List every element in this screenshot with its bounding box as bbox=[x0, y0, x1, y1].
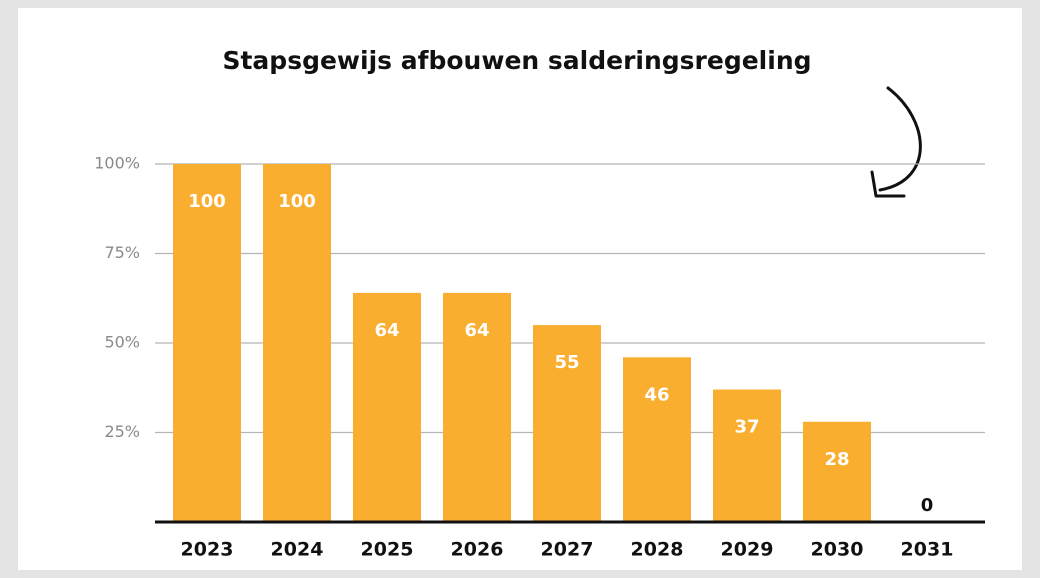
x-tick-label: 2027 bbox=[541, 539, 594, 561]
x-tick-label: 2026 bbox=[451, 539, 504, 561]
bar bbox=[263, 164, 331, 522]
y-tick-label: 100% bbox=[94, 154, 140, 173]
x-tick-label: 2024 bbox=[271, 539, 324, 561]
y-tick-label: 50% bbox=[104, 333, 140, 352]
bar bbox=[443, 292, 511, 522]
data-label: 46 bbox=[644, 384, 669, 405]
y-tick-label: 75% bbox=[104, 243, 140, 262]
data-label: 64 bbox=[374, 320, 399, 341]
bar bbox=[713, 389, 781, 522]
bar bbox=[533, 325, 601, 522]
arrow-head bbox=[870, 170, 906, 198]
bar bbox=[173, 164, 241, 522]
bar bbox=[623, 357, 691, 522]
data-label: 100 bbox=[188, 191, 226, 212]
data-label: 55 bbox=[554, 352, 579, 373]
x-tick-label: 2031 bbox=[901, 539, 954, 561]
data-label: 37 bbox=[734, 417, 759, 438]
data-label: 28 bbox=[824, 449, 849, 470]
data-label: 100 bbox=[278, 191, 316, 212]
bar bbox=[353, 292, 421, 522]
data-label: 0 bbox=[921, 495, 934, 516]
x-tick-label: 2030 bbox=[811, 539, 864, 561]
bar bbox=[803, 421, 871, 522]
chart-title: Stapsgewijs afbouwen salderingsregeling bbox=[222, 46, 811, 75]
x-tick-label: 2028 bbox=[631, 539, 684, 561]
x-tick-label: 2025 bbox=[361, 539, 414, 561]
arrow bbox=[878, 86, 922, 192]
x-tick-label: 2029 bbox=[721, 539, 774, 561]
panel bbox=[18, 8, 1022, 570]
data-label: 64 bbox=[464, 320, 489, 341]
x-tick-label: 2023 bbox=[181, 539, 234, 561]
y-tick-label: 25% bbox=[104, 422, 140, 441]
